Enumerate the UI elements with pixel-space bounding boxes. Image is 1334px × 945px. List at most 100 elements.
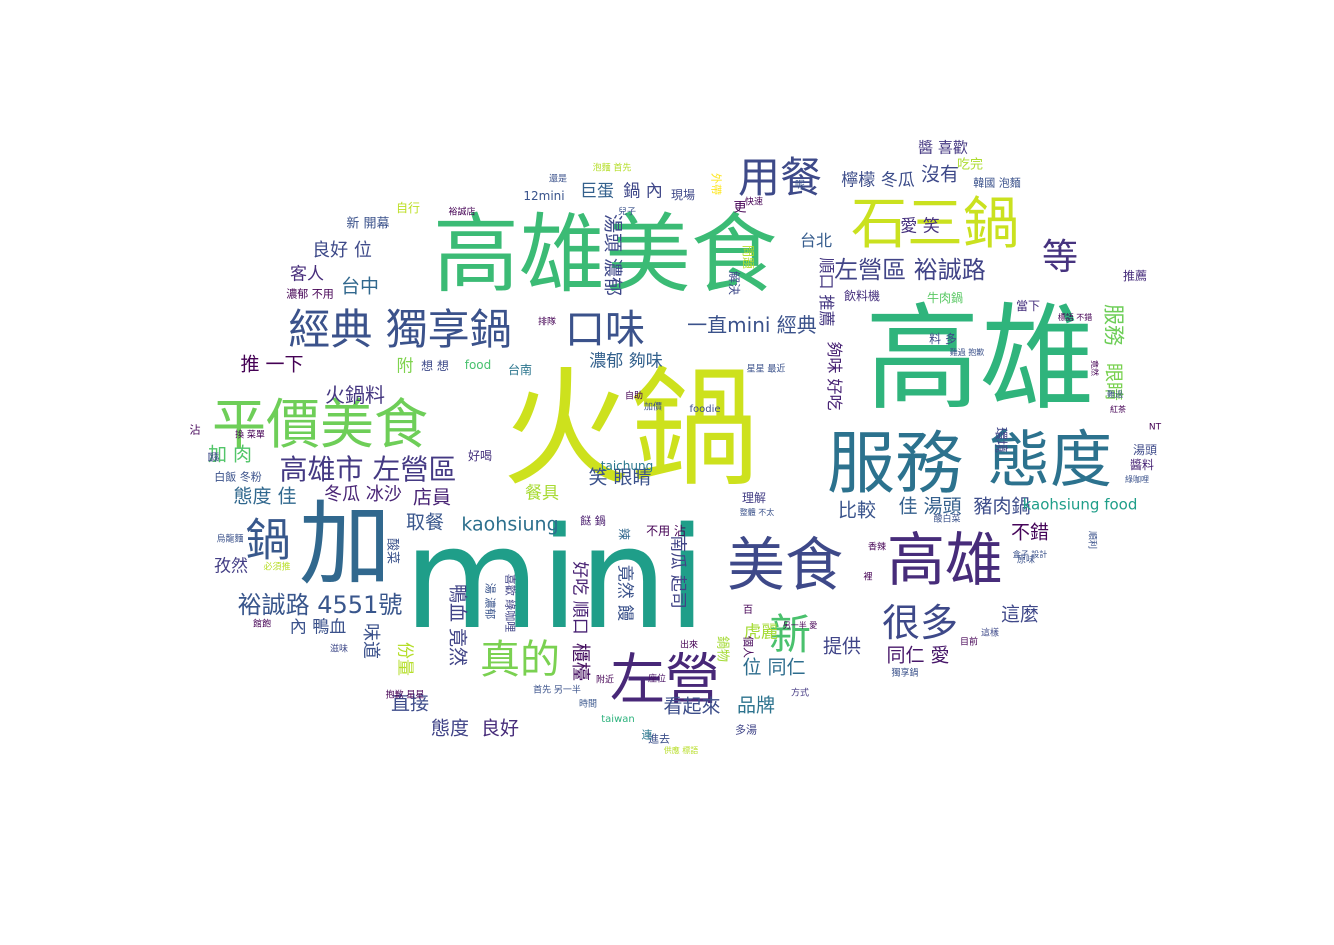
word: 附 [396, 356, 414, 377]
word: 冬瓜 冰沙 [324, 484, 402, 505]
word: 標語 不錯 [1057, 313, 1093, 322]
word: 整體 不太 [739, 508, 775, 517]
word: 供應 標語 [663, 746, 699, 755]
word: 台南 [507, 363, 533, 377]
word: kaohsiung food [1022, 495, 1138, 514]
word: 進去 [648, 732, 670, 746]
word: 飲料機 [843, 289, 881, 303]
word: 鍋 [245, 513, 291, 567]
word: 態度 佳 [233, 485, 297, 508]
word: 鍋 內 [623, 181, 663, 202]
word: 檸檬 冬瓜 [841, 170, 915, 191]
word: 鍋物 [714, 635, 730, 663]
word: 櫃檯 [569, 642, 592, 682]
word: 態度 [987, 423, 1113, 496]
word: 難過 [1107, 390, 1123, 399]
word: 出來 [679, 640, 699, 651]
word: 內 鴨血 [289, 617, 347, 638]
word: 高雄 [864, 292, 1096, 427]
word: 想 想 [421, 359, 449, 373]
word: 笑 眼睛 [588, 466, 652, 489]
word: 解決 [727, 270, 741, 296]
word: 排隊 [537, 317, 557, 328]
word: taiwan [601, 714, 635, 725]
word: 加 [298, 491, 392, 598]
word: 好吃 順口 [569, 561, 590, 635]
word: 目前 [959, 637, 979, 648]
word: 平價美食 [212, 393, 428, 456]
word: 更 [733, 200, 747, 216]
word: food [464, 358, 492, 372]
word: 高雄 [886, 526, 1004, 594]
word: 首先 另一半 [533, 685, 581, 696]
word: 台北 [799, 231, 833, 250]
word: 順口 推薦 [817, 257, 836, 327]
word: 環境 [992, 426, 1008, 454]
word: 竟然 [1090, 360, 1099, 376]
word: 酸白菜 [933, 514, 961, 525]
word: 豬肉鍋 [973, 495, 1031, 518]
word: 獨享鍋 [891, 668, 919, 679]
word: 位 同仁 [742, 656, 806, 679]
word: 新 [768, 610, 812, 659]
word: 真的 [480, 637, 560, 683]
word: 這樣 [980, 628, 1000, 639]
word: 高雄市 左營區 [279, 453, 457, 486]
word: 時間 [578, 699, 598, 710]
word: 等 [1041, 237, 1079, 278]
word: 自行 [395, 201, 421, 215]
word: 孜然 [214, 556, 248, 577]
word: 這麼 [1000, 603, 1040, 626]
word: 難過 抱歉 [949, 348, 985, 357]
word: 推薦 [1122, 269, 1148, 283]
word: 香辣 [867, 542, 887, 553]
word: 用餐 [737, 153, 823, 202]
word: 吃完 [956, 157, 984, 173]
word: 夠味 好吃 [825, 341, 844, 411]
word: 現場 [670, 188, 696, 202]
word: 台中 [340, 275, 380, 298]
word: 服務 [1101, 304, 1126, 346]
word: 態度 [430, 717, 470, 740]
word: 方式 [790, 688, 810, 699]
word: 醬料 [1129, 458, 1155, 472]
word: 百 [743, 605, 753, 616]
word: 左營區 裕誠路 [834, 256, 986, 284]
word: 綠咖哩 [1125, 475, 1149, 484]
word: 品牌 [736, 694, 776, 717]
word: NT [1148, 422, 1162, 433]
word: 白飯 冬粉 [214, 470, 262, 484]
word: 當下 [1015, 299, 1041, 313]
word: 辣 [617, 527, 631, 541]
word: 濃郁 不用 [286, 287, 334, 301]
word: 份量 [394, 642, 415, 676]
word: 醬 喜歡 [918, 138, 968, 157]
word: 泡麵 首先 [592, 163, 632, 174]
word: 取餐 [405, 511, 445, 534]
word: 比較 [837, 499, 877, 522]
word: 火鍋料 [325, 383, 385, 407]
word: 不用 沾 [646, 524, 686, 538]
word: 加價 [643, 402, 663, 413]
word: 星星 最近 [746, 364, 786, 375]
word: 加 肉 [207, 443, 253, 466]
word: 南瓜 起司 [667, 535, 688, 609]
word: 盒子 設計 [1012, 550, 1048, 559]
word: 附近 [595, 675, 615, 686]
word: taichung [600, 459, 654, 473]
word: 客人 [290, 264, 324, 285]
word: 竟然 饅 [614, 564, 635, 622]
word: 服務 [826, 425, 964, 504]
word: 換 菜單 [235, 430, 265, 441]
word: 推 一下 [240, 353, 304, 376]
word: 巨蛋 [580, 181, 614, 202]
word: 問題 [741, 244, 755, 270]
word: 裕誠路 4551號 [237, 591, 403, 619]
word: 牛肉鍋 [926, 291, 964, 305]
word: 店員 [412, 486, 452, 509]
word: 提供 [822, 635, 862, 658]
word: 還是 [548, 174, 568, 185]
word: 連 [641, 728, 653, 742]
word: 理解 [741, 491, 767, 505]
word: 餸 鍋 [580, 514, 606, 528]
